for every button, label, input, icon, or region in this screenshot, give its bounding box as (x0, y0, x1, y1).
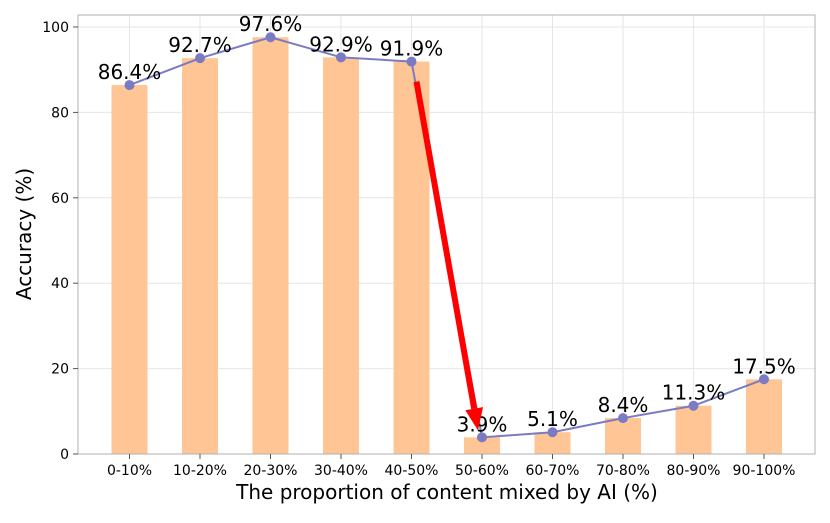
x-tick-label: 90-100% (733, 463, 796, 479)
annotation-arrow-head (465, 407, 484, 431)
line-marker-40-50% (406, 56, 417, 67)
data-label-layer: 86.4%92.7% 97.6%92.9% 91.9% 3.9% 5.1% 8.4% 11.… (98, 12, 796, 436)
line-marker-90-100% (759, 374, 769, 385)
bar-20-30% (252, 37, 289, 455)
y-tick-label: 100 (42, 20, 69, 36)
data-label: 8.4% (598, 393, 649, 417)
bar-0-10% (111, 85, 148, 455)
bar-10-20% (182, 58, 218, 455)
x-tick-label: 0-10% (107, 463, 152, 479)
annotation-arrow-shaft (413, 81, 478, 410)
y-tick-label: 0 (60, 447, 69, 463)
line-marker-30-40% (336, 52, 346, 63)
line-marker-0-10% (124, 80, 135, 91)
data-label: 11.3% (662, 381, 726, 405)
axis-layer: 0 20 40 60 80 100 0-10% 10-20% 20-30% 30-40% 40-50… (42, 14, 816, 479)
y-axis-title: Accuracy (%) (12, 168, 36, 300)
x-tick-label: 20-30% (244, 463, 298, 479)
x-tick-label: 70-80% (596, 463, 650, 479)
data-label: 91.9% (380, 37, 444, 61)
line-marker-20-30% (265, 32, 276, 43)
bar-50-60% (464, 437, 500, 454)
line-marker-10-20% (195, 53, 205, 64)
x-tick-label: 40-50% (385, 463, 439, 479)
line-marker-70-80% (618, 413, 628, 424)
bar-80-90% (675, 405, 712, 454)
line-marker-60-70% (547, 427, 558, 438)
data-label: 92.7% (168, 33, 232, 57)
x-axis-title: The proportion of content mixed by AI (%… (235, 480, 658, 504)
plot-frame (77, 14, 816, 455)
data-label: 86.4% (98, 60, 162, 84)
bar-60-70% (534, 432, 571, 454)
line-marker-50-60% (477, 432, 487, 443)
data-label: 3.9% (457, 412, 508, 436)
data-label: 17.5% (732, 354, 796, 378)
y-tick-label: 60 (51, 191, 69, 207)
line-marker-80-90% (688, 400, 699, 411)
y-tick-label: 40 (51, 276, 69, 292)
y-tick-label: 20 (51, 362, 69, 378)
bar-90-100% (746, 379, 782, 454)
data-label: 92.9% (309, 32, 373, 56)
bar-30-40% (323, 57, 359, 454)
bar-70-80% (605, 418, 641, 454)
x-tick-label: 50-60% (455, 463, 509, 479)
data-label: 5.1% (527, 407, 578, 431)
data-label: 97.6% (239, 12, 303, 36)
x-tick-label: 30-40% (314, 463, 368, 479)
x-tick-label: 80-90% (667, 463, 721, 479)
y-tick-label: 80 (51, 105, 69, 121)
arrow-layer (413, 81, 484, 431)
x-tick-label: 60-70% (526, 463, 580, 479)
x-tick-label: 10-20% (173, 463, 227, 479)
